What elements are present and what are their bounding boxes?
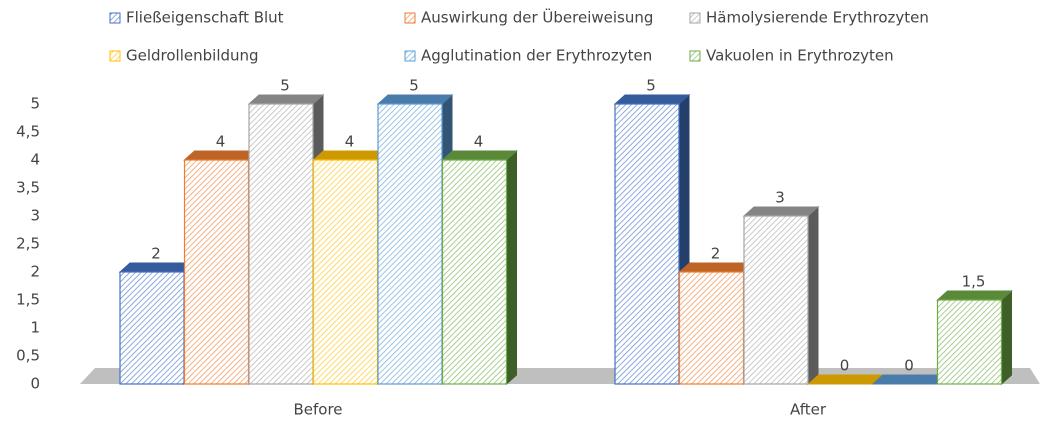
bar-front <box>377 103 443 385</box>
bar <box>742 205 820 386</box>
bar <box>376 93 454 386</box>
legend-label: Auswirkung der Übereiweisung <box>421 8 653 27</box>
bar <box>678 261 755 386</box>
y-tick-label: 1 <box>30 319 40 337</box>
bar-front <box>312 159 379 385</box>
data-label: 4 <box>216 133 226 151</box>
legend-swatch <box>404 50 416 62</box>
y-tick-label: 3 <box>30 207 40 225</box>
legend-label: Geldrollenbildung <box>126 47 259 65</box>
bar-front <box>614 103 680 385</box>
x-tick-label: Before <box>293 401 342 419</box>
bar-front <box>678 271 745 385</box>
bar <box>441 149 518 386</box>
legend-label: Fließeigenschaft Blut <box>126 9 284 27</box>
y-tick-label: 4,5 <box>16 123 40 141</box>
bar-top <box>742 206 820 217</box>
data-label: 2 <box>151 245 161 263</box>
bar-top <box>871 374 949 385</box>
data-label: 0 <box>840 357 850 375</box>
bar <box>247 93 325 386</box>
bar <box>807 374 884 385</box>
bar <box>312 149 389 386</box>
data-label: 1,5 <box>962 273 986 291</box>
bar-side <box>506 149 517 386</box>
bar-top <box>118 262 196 273</box>
x-tick-label: After <box>790 401 827 419</box>
y-tick-label: 3,5 <box>16 179 40 197</box>
bar-side <box>807 205 819 386</box>
bar-front <box>743 215 809 385</box>
bar-front <box>441 159 508 385</box>
data-label: 4 <box>345 133 355 151</box>
legend-swatch <box>689 12 701 24</box>
legend-label: Agglutination der Erythrozyten <box>421 47 652 65</box>
bar-top <box>936 290 1013 301</box>
bar-front <box>119 271 185 385</box>
bar-top <box>247 94 325 105</box>
bar-top <box>807 374 884 385</box>
bar <box>183 149 260 386</box>
bar-top <box>441 150 518 161</box>
bar-top <box>183 150 260 161</box>
data-label: 4 <box>474 133 484 151</box>
y-tick-label: 1,5 <box>16 291 40 309</box>
legend-label: Vakuolen in Erythrozyten <box>706 47 894 65</box>
legend-swatch <box>689 50 701 62</box>
bar <box>871 374 949 385</box>
bar <box>613 93 691 386</box>
legend-swatch <box>404 12 416 24</box>
data-label: 0 <box>904 357 914 375</box>
bar-top <box>678 262 755 273</box>
data-label: 5 <box>409 77 419 95</box>
bar-front <box>936 299 1003 385</box>
bar <box>118 261 196 386</box>
data-label: 3 <box>775 189 785 207</box>
bar-top <box>613 94 691 105</box>
y-tick-label: 4 <box>30 151 40 169</box>
y-tick-label: 5 <box>30 95 40 113</box>
legend-label: Hämolysierende Erythrozyten <box>706 9 929 27</box>
bar-front <box>248 103 314 385</box>
legend-swatch <box>109 12 121 24</box>
bar-side <box>1001 289 1012 386</box>
y-tick-label: 0 <box>30 375 40 393</box>
data-label: 5 <box>646 77 656 95</box>
bar-top <box>312 150 389 161</box>
data-label: 2 <box>711 245 721 263</box>
y-tick-label: 2,5 <box>16 235 40 253</box>
legend-swatch <box>109 50 121 62</box>
bar-front <box>183 159 250 385</box>
data-label: 5 <box>280 77 290 95</box>
bar <box>936 289 1013 386</box>
y-tick-label: 2 <box>30 263 40 281</box>
bar-top <box>376 94 454 105</box>
y-tick-label: 0,5 <box>16 347 40 365</box>
